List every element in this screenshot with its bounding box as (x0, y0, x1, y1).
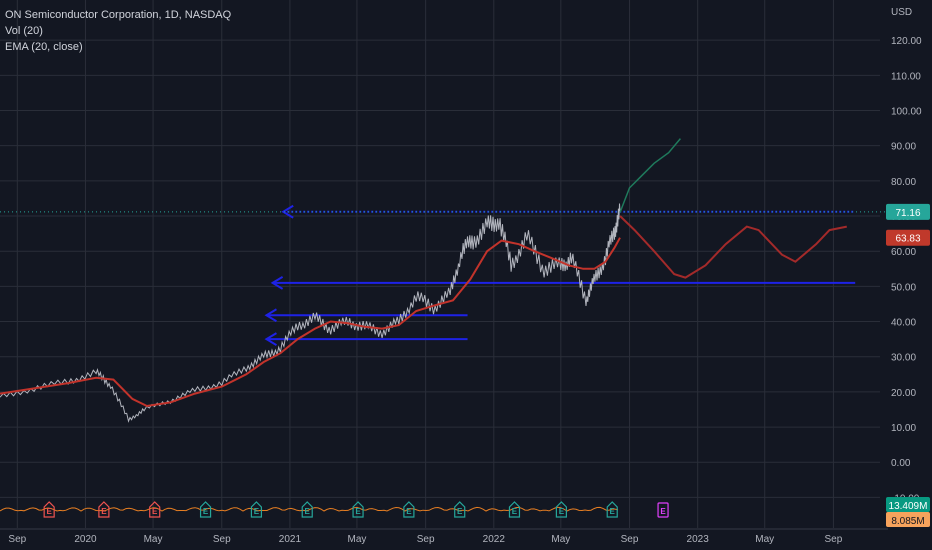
price-badges: 71.16 63.83 13.409M 8.085M (886, 203, 930, 527)
support-resistance-lines[interactable] (0, 204, 886, 346)
volume-ema-line (0, 506, 619, 512)
y-tick-label: 30.00 (891, 353, 916, 364)
earnings-marker[interactable]: E (454, 501, 466, 518)
x-tick-label: Sep (8, 534, 26, 545)
y-tick-label: 110.00 (891, 71, 921, 82)
y-tick-label: 50.00 (891, 282, 916, 293)
volume-badge (886, 497, 930, 512)
symbol-title[interactable]: ON Semiconductor Corporation, 1D, NASDAQ (5, 9, 232, 21)
x-tick-label: Sep (213, 534, 231, 545)
earnings-icon (555, 501, 567, 518)
earnings-marker[interactable]: E (98, 501, 110, 518)
earnings-letter: E (101, 507, 107, 516)
projection-green-line[interactable] (619, 138, 681, 213)
x-tick-label: Sep (417, 534, 435, 545)
price-series-group (0, 138, 847, 423)
x-tick-label: 2020 (74, 534, 97, 545)
earnings-icon (606, 501, 618, 518)
earnings-letter: E (46, 507, 52, 516)
volume-ema-badge (886, 512, 930, 527)
earnings-upcoming-icon (657, 502, 669, 518)
y-tick-label: 0.00 (891, 458, 911, 469)
x-tick-label: May (755, 534, 774, 545)
earnings-marker[interactable]: E (657, 502, 669, 518)
ema-line (0, 237, 621, 408)
price-axis[interactable]: USD 120.00110.00100.0090.0080.0070.0060.… (891, 7, 922, 504)
earnings-letter: E (610, 507, 616, 516)
x-tick-label: Sep (621, 534, 639, 545)
earnings-letter: E (457, 507, 463, 516)
currency-label: USD (891, 7, 912, 18)
ema-badge (886, 229, 930, 246)
earnings-letter: E (254, 507, 260, 516)
x-tick-label: Sep (825, 534, 843, 545)
earnings-marker[interactable]: E (352, 501, 364, 518)
earnings-icon (508, 501, 521, 518)
y-tick-label: 20.00 (891, 388, 916, 399)
earnings-icon (43, 501, 55, 518)
price-line (0, 203, 621, 423)
x-tick-label: 2021 (279, 534, 302, 545)
earnings-letter: E (305, 507, 311, 516)
earnings-marker[interactable]: E (199, 501, 212, 518)
earnings-marker[interactable]: E (606, 501, 618, 518)
earnings-marker[interactable]: E (250, 501, 262, 518)
earnings-marker[interactable]: E (149, 501, 161, 518)
y-tick-label: 80.00 (891, 177, 916, 188)
earnings-icon (98, 501, 110, 518)
earnings-icon (454, 501, 466, 518)
ema-indicator-label[interactable]: EMA (20, close) (5, 41, 83, 53)
volume-badge-text: 13.409M (889, 501, 928, 512)
earnings-letter: E (559, 507, 565, 516)
earnings-marker[interactable]: E (43, 501, 55, 518)
volume-indicator-label[interactable]: Vol (20) (5, 25, 43, 37)
earnings-icon (352, 501, 364, 518)
earnings-letter: E (512, 507, 518, 516)
ema-badge-text: 63.83 (895, 234, 920, 245)
x-tick-label: 2023 (687, 534, 710, 545)
y-tick-label: 90.00 (891, 142, 916, 153)
x-tick-label: May (551, 534, 570, 545)
last-price-badge-text: 71.16 (895, 208, 920, 219)
last-price-badge (886, 203, 930, 220)
volume-ema-badge-text: 8.085M (891, 516, 924, 527)
x-tick-label: May (347, 534, 366, 545)
earnings-icon (403, 501, 415, 518)
y-tick-label: 120.00 (891, 36, 922, 47)
projection-red-line[interactable] (619, 215, 847, 279)
y-tick-label: 100.00 (891, 106, 922, 117)
earnings-icon (199, 501, 212, 518)
time-axis[interactable]: Sep 2020 May Sep 2021 May Sep 2022 May Sep 2023 May… (8, 534, 842, 545)
level-arrow-icon[interactable] (281, 204, 294, 219)
volume-pane (0, 506, 619, 512)
x-tick-label: May (144, 534, 163, 545)
y-tick-label: 10.00 (891, 423, 916, 434)
level-arrow-icon[interactable] (264, 332, 277, 346)
level-arrow-icon[interactable] (264, 308, 277, 323)
y-tick-label: 60.00 (891, 247, 916, 258)
earnings-icon (250, 501, 262, 518)
y-tick-label: 40.00 (891, 318, 916, 329)
earnings-letter: E (406, 507, 412, 516)
earnings-marker[interactable]: E (301, 501, 313, 518)
chart-grid (0, 0, 888, 530)
earnings-letter: E (355, 507, 361, 516)
earnings-letter: E (152, 507, 158, 516)
earnings-letter: E (660, 507, 666, 516)
x-tick-label: 2022 (483, 534, 506, 545)
earnings-marker[interactable]: E (403, 501, 415, 518)
earnings-letter: E (203, 507, 209, 516)
level-arrow-icon[interactable] (270, 275, 284, 290)
earnings-marker[interactable]: E (555, 501, 567, 518)
chart-legend: ON Semiconductor Corporation, 1D, NASDAQ… (5, 7, 231, 55)
earnings-icon (149, 501, 161, 518)
earnings-icon (301, 501, 313, 518)
earnings-marker[interactable]: E (508, 501, 521, 518)
